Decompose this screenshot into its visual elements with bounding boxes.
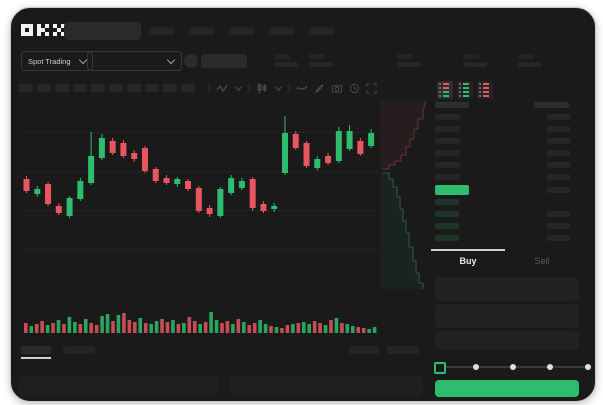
amount-input[interactable] <box>435 304 579 328</box>
timeframe-button[interactable] <box>73 84 87 92</box>
bottom-link[interactable] <box>387 346 419 354</box>
main-nav <box>149 27 334 35</box>
okx-logo <box>21 24 65 37</box>
timeframe-bar <box>19 84 195 92</box>
buy-submit-button[interactable] <box>435 380 579 397</box>
orderbook-ask-price[interactable] <box>435 125 460 132</box>
timeframe-button[interactable] <box>145 84 159 92</box>
orderbook-bid-price[interactable] <box>435 210 459 217</box>
orderbook-bid-amount <box>547 210 570 217</box>
bottom-tab[interactable] <box>63 346 95 354</box>
divider <box>289 83 290 93</box>
slider-dot[interactable] <box>510 364 516 370</box>
candle-style-icon[interactable] <box>256 82 268 94</box>
book-asks-icon[interactable] <box>477 81 493 99</box>
orderbook-ask-amount <box>547 125 570 132</box>
price-input[interactable] <box>435 277 579 301</box>
nav-item[interactable] <box>309 27 334 35</box>
chevron-down-icon[interactable] <box>234 84 243 93</box>
chevron-down-icon[interactable] <box>274 84 283 93</box>
camera-icon[interactable] <box>331 83 343 94</box>
amount-slider-handle[interactable] <box>434 362 446 374</box>
indicator-icon[interactable] <box>216 82 228 94</box>
orderbook-ask-price[interactable] <box>435 137 460 144</box>
orderbook-ask-amount <box>547 187 570 193</box>
fullscreen-icon[interactable] <box>366 82 377 94</box>
draw-icon[interactable] <box>314 83 325 94</box>
stat-value-placeholder <box>518 62 542 67</box>
orderbook-ask-amount <box>547 150 570 157</box>
current-price-badge <box>435 185 469 195</box>
orderbook-bid-amount <box>547 222 570 229</box>
chevron-down-icon <box>166 55 176 64</box>
orderbook-ask-price[interactable] <box>435 174 460 181</box>
divider <box>209 83 210 93</box>
orderbook-bid-price[interactable] <box>435 234 459 241</box>
orderbook-ask-amount <box>547 162 570 169</box>
book-bids-icon[interactable] <box>457 81 473 99</box>
bottom-panel-left <box>19 375 218 397</box>
timeframe-button[interactable] <box>91 84 105 92</box>
chevron-down-icon <box>78 55 88 64</box>
nav-item[interactable] <box>269 27 294 35</box>
timeframe-button[interactable] <box>19 84 33 92</box>
slider-dot[interactable] <box>473 364 479 370</box>
stat-label-placeholder <box>397 54 413 59</box>
orderbook-ask-amount <box>547 113 570 120</box>
timeframe-button[interactable] <box>55 84 69 92</box>
stat-value-placeholder <box>463 62 487 67</box>
orderbook-header-placeholder <box>534 102 569 108</box>
active-tab-indicator <box>431 249 505 251</box>
tab-sell[interactable]: Sell <box>534 256 550 266</box>
stat-label-placeholder <box>463 54 479 59</box>
tab-buy[interactable]: Buy <box>459 256 477 266</box>
orderbook-header-placeholder <box>435 102 469 108</box>
bottom-panel-right <box>229 375 423 397</box>
bottom-link[interactable] <box>349 346 379 354</box>
orderbook-bid-price[interactable] <box>435 222 459 229</box>
nav-item[interactable] <box>189 27 214 35</box>
timeframe-button[interactable] <box>181 84 195 92</box>
stat-label-placeholder <box>274 54 290 59</box>
timeframe-button[interactable] <box>109 84 123 92</box>
clock-icon[interactable] <box>349 83 360 94</box>
chart-tools <box>209 82 377 94</box>
slider-dot[interactable] <box>585 364 591 370</box>
timeframe-button[interactable] <box>163 84 177 92</box>
total-input[interactable] <box>435 331 579 350</box>
bottom-tab-active[interactable] <box>21 346 51 354</box>
stat-label-placeholder <box>518 54 534 59</box>
orderbook-ask-amount <box>547 174 570 181</box>
orderbook-bid-amount <box>547 234 570 241</box>
orderbook-ask-price[interactable] <box>435 150 460 157</box>
market-type-dropdown[interactable]: Spot Trading <box>21 51 93 71</box>
line-type-icon[interactable] <box>296 82 308 94</box>
nav-item[interactable] <box>149 27 174 35</box>
timeframe-button[interactable] <box>37 84 51 92</box>
orderbook-bid-price[interactable] <box>435 199 459 205</box>
pair-dropdown[interactable] <box>87 51 182 71</box>
book-both-icon[interactable] <box>437 81 453 99</box>
slider-dot[interactable] <box>547 364 553 370</box>
bottom-tab-underline <box>21 357 51 359</box>
divider <box>249 83 250 93</box>
orderbook-ask-price[interactable] <box>435 113 460 120</box>
timeframe-button[interactable] <box>127 84 141 92</box>
orderbook-mode-switcher <box>437 81 493 99</box>
market-type-label: Spot Trading <box>28 56 71 66</box>
orderbook-ask-amount <box>547 137 570 144</box>
price-chart[interactable] <box>21 99 429 336</box>
pair-name-placeholder <box>201 54 247 68</box>
stat-value-placeholder <box>309 62 333 67</box>
stat-value-placeholder <box>274 62 298 67</box>
stat-value-placeholder <box>397 62 421 67</box>
app-window: Spot Trading <box>10 7 596 402</box>
search-input[interactable] <box>64 22 141 40</box>
orderbook-ask-price[interactable] <box>435 162 460 169</box>
coin-icon <box>184 54 198 68</box>
nav-item[interactable] <box>229 27 254 35</box>
stat-label-placeholder <box>309 54 325 59</box>
